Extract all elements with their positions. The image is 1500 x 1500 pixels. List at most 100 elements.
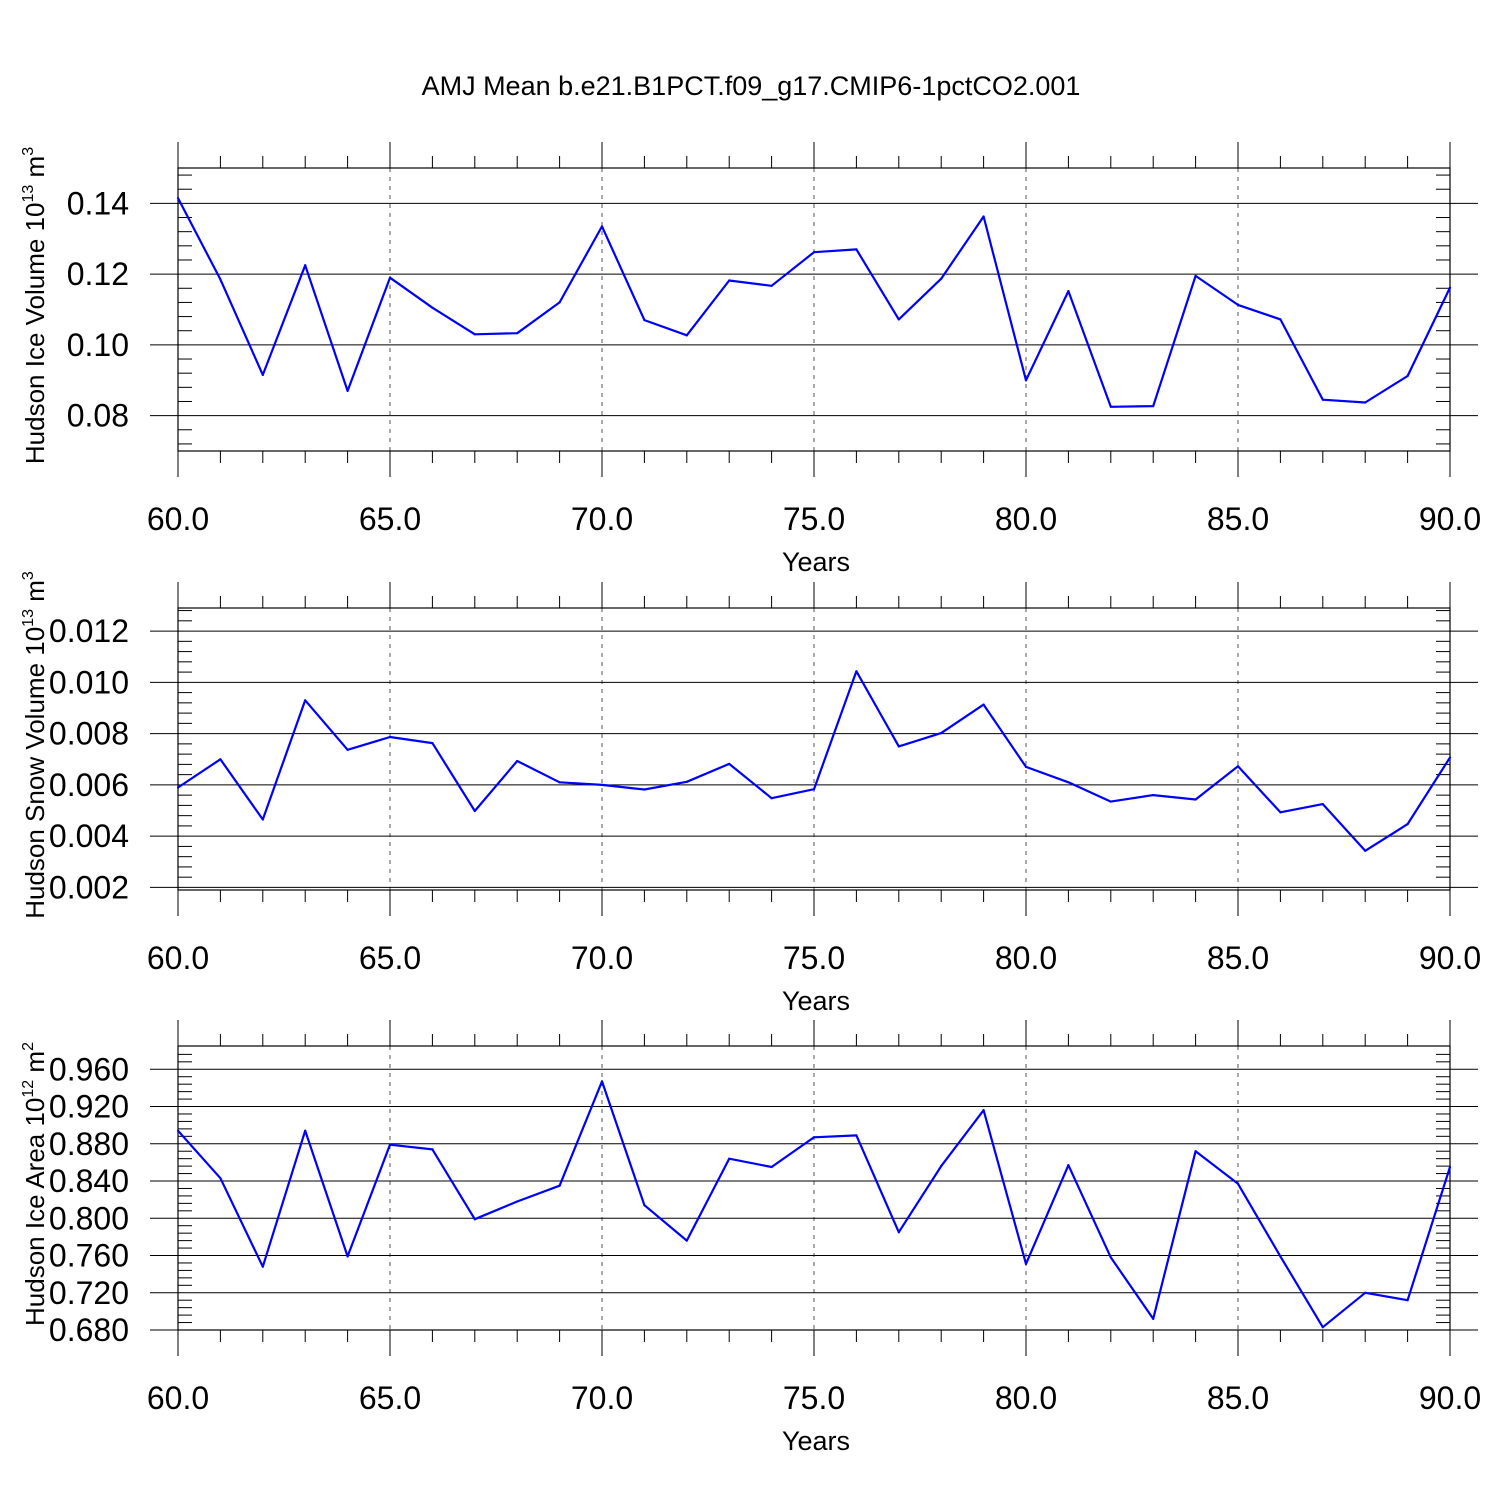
x-tick-label: 80.0 xyxy=(995,940,1057,976)
data-point-65 xyxy=(388,735,392,739)
x-axis-label: Years xyxy=(782,547,850,577)
y-tick-label: 0.680 xyxy=(49,1312,129,1348)
data-point-74 xyxy=(770,797,773,800)
data-point-69 xyxy=(558,301,561,304)
data-point-90 xyxy=(1448,756,1452,759)
y-tick-label: 0.10 xyxy=(67,327,129,363)
data-point-80 xyxy=(1024,765,1028,769)
data-point-89 xyxy=(1406,1299,1409,1302)
x-tick-label: 90.0 xyxy=(1419,501,1481,537)
x-tick-label: 90.0 xyxy=(1419,940,1481,976)
data-point-62 xyxy=(261,373,264,377)
y-axis-label-unit-exp: 3 xyxy=(20,147,37,156)
data-point-71 xyxy=(643,1204,646,1207)
x-tick-label: 80.0 xyxy=(995,1380,1057,1416)
data-point-73 xyxy=(728,1157,731,1160)
data-point-76 xyxy=(855,670,858,673)
x-tick-label: 85.0 xyxy=(1207,940,1269,976)
data-point-80 xyxy=(1024,379,1028,382)
data-point-77 xyxy=(897,745,900,748)
data-point-70 xyxy=(600,1080,604,1083)
data-point-67 xyxy=(473,809,476,813)
y-tick-label: 0.010 xyxy=(49,664,129,700)
x-axis-label: Years xyxy=(782,1426,850,1456)
data-point-88 xyxy=(1364,401,1367,404)
y-tick-label: 0.12 xyxy=(67,256,129,292)
data-point-61 xyxy=(219,278,222,281)
x-tick-label: 90.0 xyxy=(1419,1380,1481,1416)
y-tick-label: 0.760 xyxy=(49,1238,129,1274)
data-point-75 xyxy=(812,1136,816,1139)
y-tick-label: 0.008 xyxy=(49,716,129,752)
data-point-74 xyxy=(770,1165,773,1169)
data-point-83 xyxy=(1152,794,1155,797)
y-tick-label: 0.720 xyxy=(49,1275,129,1311)
figure-title: AMJ Mean b.e21.B1PCT.f09_g17.CMIP6-1pctC… xyxy=(422,71,1081,101)
data-point-79 xyxy=(982,1109,985,1112)
data-point-76 xyxy=(855,1134,858,1137)
y-axis-label-unit: m xyxy=(20,580,50,609)
x-axis-label: Years xyxy=(782,986,850,1016)
data-point-81 xyxy=(1067,781,1070,784)
data-point-66 xyxy=(431,742,434,745)
data-point-85 xyxy=(1236,765,1240,768)
data-point-72 xyxy=(685,780,688,783)
data-point-69 xyxy=(558,781,561,784)
x-tick-label: 70.0 xyxy=(571,1380,633,1416)
data-point-70 xyxy=(600,783,604,786)
y-tick-label: 0.960 xyxy=(49,1051,129,1087)
data-point-72 xyxy=(685,334,688,337)
data-point-60 xyxy=(176,1129,180,1132)
data-point-71 xyxy=(643,788,646,791)
data-point-63 xyxy=(304,699,307,702)
y-axis-label-main: Hudson Ice Area 10 xyxy=(20,1098,50,1326)
y-tick-label: 0.006 xyxy=(49,767,129,803)
x-tick-label: 60.0 xyxy=(147,501,209,537)
data-point-86 xyxy=(1279,318,1282,321)
data-point-60 xyxy=(176,196,180,200)
data-point-72 xyxy=(685,1239,688,1242)
data-point-80 xyxy=(1024,1262,1028,1265)
data-point-87 xyxy=(1321,398,1324,401)
plot-frame xyxy=(177,607,1451,891)
x-tick-label: 75.0 xyxy=(783,940,845,976)
data-point-62 xyxy=(261,818,264,821)
plot-frame xyxy=(177,1045,1451,1331)
data-point-67 xyxy=(473,1218,476,1221)
data-point-76 xyxy=(855,248,858,251)
data-point-71 xyxy=(643,319,646,322)
y-axis-label: Hudson Ice Area 1012 m2 xyxy=(20,1042,50,1326)
data-point-69 xyxy=(558,1184,561,1187)
data-point-66 xyxy=(431,1148,434,1151)
data-point-82 xyxy=(1109,1256,1112,1259)
data-point-73 xyxy=(728,762,731,765)
data-point-85 xyxy=(1236,1182,1240,1185)
x-tick-label: 75.0 xyxy=(783,1380,845,1416)
data-point-87 xyxy=(1321,803,1324,806)
x-tick-label: 70.0 xyxy=(571,501,633,537)
y-axis-label-main: Hudson Snow Volume 10 xyxy=(20,627,50,919)
y-axis-label-exp: 13 xyxy=(20,609,37,627)
y-tick-label: 0.012 xyxy=(49,613,129,649)
x-tick-label: 65.0 xyxy=(359,940,421,976)
data-point-64 xyxy=(346,1255,349,1258)
y-axis-label-unit: m xyxy=(20,1051,50,1080)
data-point-78 xyxy=(940,732,943,735)
data-point-87 xyxy=(1321,1326,1324,1329)
data-point-63 xyxy=(304,264,307,267)
y-axis-label: Hudson Ice Volume 1013 m3 xyxy=(20,147,50,464)
data-point-61 xyxy=(219,758,222,761)
data-point-81 xyxy=(1067,290,1070,293)
data-point-62 xyxy=(261,1265,264,1268)
data-point-90 xyxy=(1448,1165,1452,1169)
data-point-79 xyxy=(982,215,985,218)
data-point-83 xyxy=(1152,404,1155,408)
data-point-84 xyxy=(1194,798,1197,801)
data-point-75 xyxy=(812,788,816,791)
y-tick-label: 0.002 xyxy=(49,869,129,905)
y-tick-label: 0.14 xyxy=(67,185,129,221)
data-point-74 xyxy=(770,284,773,287)
y-axis-label: Hudson Snow Volume 1013 m3 xyxy=(20,571,50,919)
data-point-90 xyxy=(1448,286,1452,289)
y-axis-label-unit-exp: 3 xyxy=(20,571,37,580)
